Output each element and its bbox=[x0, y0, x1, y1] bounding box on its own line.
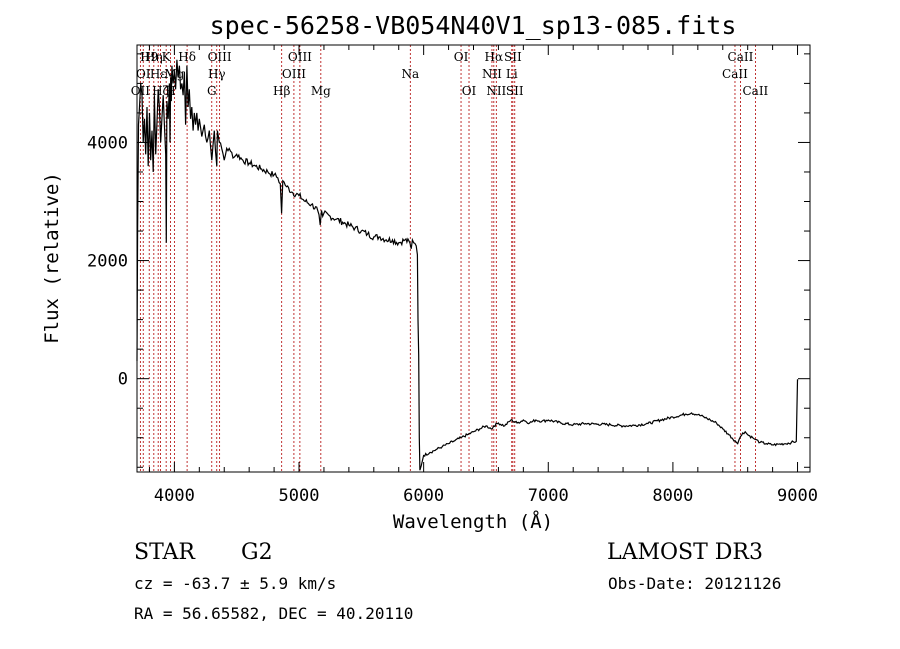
x-tick-label: 9000 bbox=[777, 486, 818, 506]
line-marker-label: Li bbox=[506, 67, 518, 81]
line-marker-label: Hε bbox=[150, 67, 167, 81]
y-axis-ticks: 0 2000 4000 bbox=[87, 53, 810, 468]
line-marker-label: Hη bbox=[145, 50, 163, 64]
line-marker-labels: OIIOIH9HηHεHζKHMgHδGHγOIIIHβOIIIOIIIMgNa… bbox=[131, 50, 769, 98]
line-marker-label: Hζ bbox=[152, 84, 169, 98]
line-marker-label: SII bbox=[504, 50, 522, 64]
line-marker-label: CaII bbox=[728, 50, 754, 64]
chart-title: spec-56258-VB054N40V1_sp13-085.fits bbox=[210, 11, 737, 40]
line-marker-label: Mg bbox=[311, 84, 331, 98]
line-marker-label: OI bbox=[454, 50, 469, 64]
x-axis-label: Wavelength (Å) bbox=[393, 510, 553, 533]
line-marker-label: SII bbox=[506, 84, 524, 98]
line-marker-label: Hδ bbox=[178, 50, 196, 64]
y-tick-label: 2000 bbox=[87, 252, 128, 272]
object-subclass: G2 bbox=[241, 540, 273, 565]
redshift-text: cz = -63.7 ± 5.9 km/s bbox=[134, 574, 336, 593]
coords-text: RA = 56.65582, DEC = 40.20110 bbox=[134, 604, 413, 623]
line-marker-label: CaII bbox=[722, 67, 748, 81]
y-tick-label: 0 bbox=[118, 370, 128, 390]
y-tick-label: 4000 bbox=[87, 133, 128, 153]
spectrum-line bbox=[136, 59, 799, 471]
x-tick-label: 6000 bbox=[403, 486, 444, 506]
x-tick-label: 4000 bbox=[154, 486, 195, 506]
line-marker-label: OI bbox=[136, 67, 151, 81]
line-marker-label: CaII bbox=[742, 84, 768, 98]
line-marker-label: Hγ bbox=[208, 67, 226, 81]
line-marker-label: NII bbox=[486, 84, 506, 98]
x-tick-label: 5000 bbox=[279, 486, 320, 506]
line-marker-label: OIII bbox=[282, 67, 306, 81]
survey-name: LAMOST DR3 bbox=[607, 540, 763, 565]
line-marker-label: H9 bbox=[140, 50, 158, 64]
line-marker-label: Hβ bbox=[273, 84, 290, 98]
y-axis-label: Flux (relative) bbox=[41, 172, 63, 344]
line-marker-label: G bbox=[207, 84, 217, 98]
x-axis-ticks: 4000 5000 6000 7000 8000 9000 bbox=[148, 45, 818, 506]
object-class: STAR bbox=[134, 540, 196, 565]
line-marker-label: OIII bbox=[288, 50, 312, 64]
obs-date-text: Obs-Date: 20121126 bbox=[608, 574, 781, 593]
x-tick-label: 8000 bbox=[652, 486, 693, 506]
line-marker-label: OI bbox=[462, 84, 477, 98]
line-marker-label: K bbox=[162, 50, 172, 64]
plot-frame bbox=[136, 44, 811, 473]
x-tick-label: 7000 bbox=[528, 486, 569, 506]
line-marker-label: Hα bbox=[485, 50, 504, 64]
line-markers bbox=[139, 45, 756, 472]
line-marker-label: NII bbox=[482, 67, 502, 81]
line-marker-label: OIII bbox=[208, 50, 232, 64]
line-marker-label: Na bbox=[401, 67, 419, 81]
